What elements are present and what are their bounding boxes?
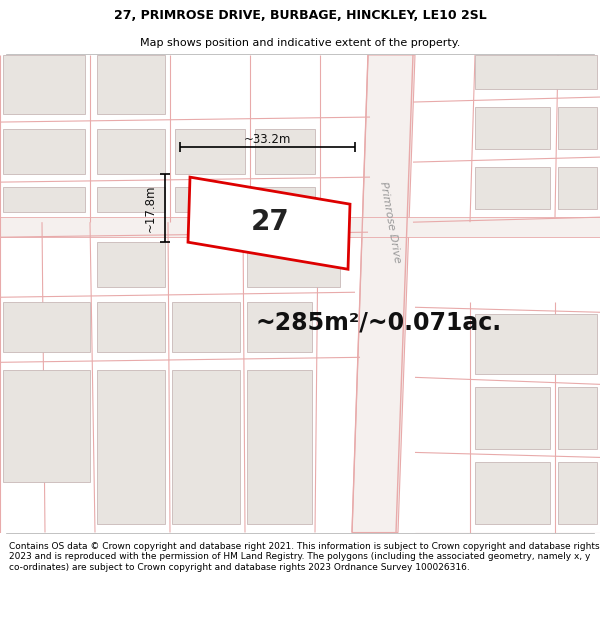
Polygon shape bbox=[175, 187, 245, 212]
Text: 27: 27 bbox=[251, 208, 289, 236]
Text: ~17.8m: ~17.8m bbox=[144, 184, 157, 232]
Text: Contains OS data © Crown copyright and database right 2021. This information is : Contains OS data © Crown copyright and d… bbox=[9, 542, 599, 571]
Polygon shape bbox=[475, 167, 550, 209]
Text: Map shows position and indicative extent of the property.: Map shows position and indicative extent… bbox=[140, 38, 460, 48]
Polygon shape bbox=[558, 388, 597, 449]
Polygon shape bbox=[352, 55, 415, 532]
Polygon shape bbox=[255, 129, 315, 174]
Polygon shape bbox=[247, 302, 312, 352]
Polygon shape bbox=[97, 55, 165, 114]
Polygon shape bbox=[558, 107, 597, 149]
Polygon shape bbox=[172, 302, 240, 352]
Polygon shape bbox=[188, 177, 350, 269]
Polygon shape bbox=[97, 129, 165, 174]
Polygon shape bbox=[475, 55, 597, 89]
Polygon shape bbox=[558, 167, 597, 209]
Polygon shape bbox=[175, 129, 245, 174]
Polygon shape bbox=[3, 187, 85, 212]
Polygon shape bbox=[247, 371, 312, 524]
Polygon shape bbox=[97, 242, 165, 288]
Polygon shape bbox=[475, 314, 597, 374]
Text: ~33.2m: ~33.2m bbox=[244, 133, 291, 146]
Polygon shape bbox=[3, 55, 85, 114]
Polygon shape bbox=[475, 462, 550, 524]
Polygon shape bbox=[3, 129, 85, 174]
Polygon shape bbox=[475, 388, 550, 449]
Polygon shape bbox=[3, 302, 90, 352]
Polygon shape bbox=[0, 217, 600, 238]
Text: 27, PRIMROSE DRIVE, BURBAGE, HINCKLEY, LE10 2SL: 27, PRIMROSE DRIVE, BURBAGE, HINCKLEY, L… bbox=[113, 9, 487, 22]
Polygon shape bbox=[255, 187, 315, 212]
Polygon shape bbox=[97, 371, 165, 524]
Polygon shape bbox=[172, 371, 240, 524]
Polygon shape bbox=[97, 187, 165, 212]
Text: ~285m²/~0.071ac.: ~285m²/~0.071ac. bbox=[255, 310, 501, 334]
Polygon shape bbox=[3, 371, 90, 482]
Polygon shape bbox=[558, 462, 597, 524]
Polygon shape bbox=[475, 107, 550, 149]
Text: Primrose Drive: Primrose Drive bbox=[378, 181, 402, 264]
Polygon shape bbox=[97, 302, 165, 352]
Polygon shape bbox=[247, 242, 340, 288]
